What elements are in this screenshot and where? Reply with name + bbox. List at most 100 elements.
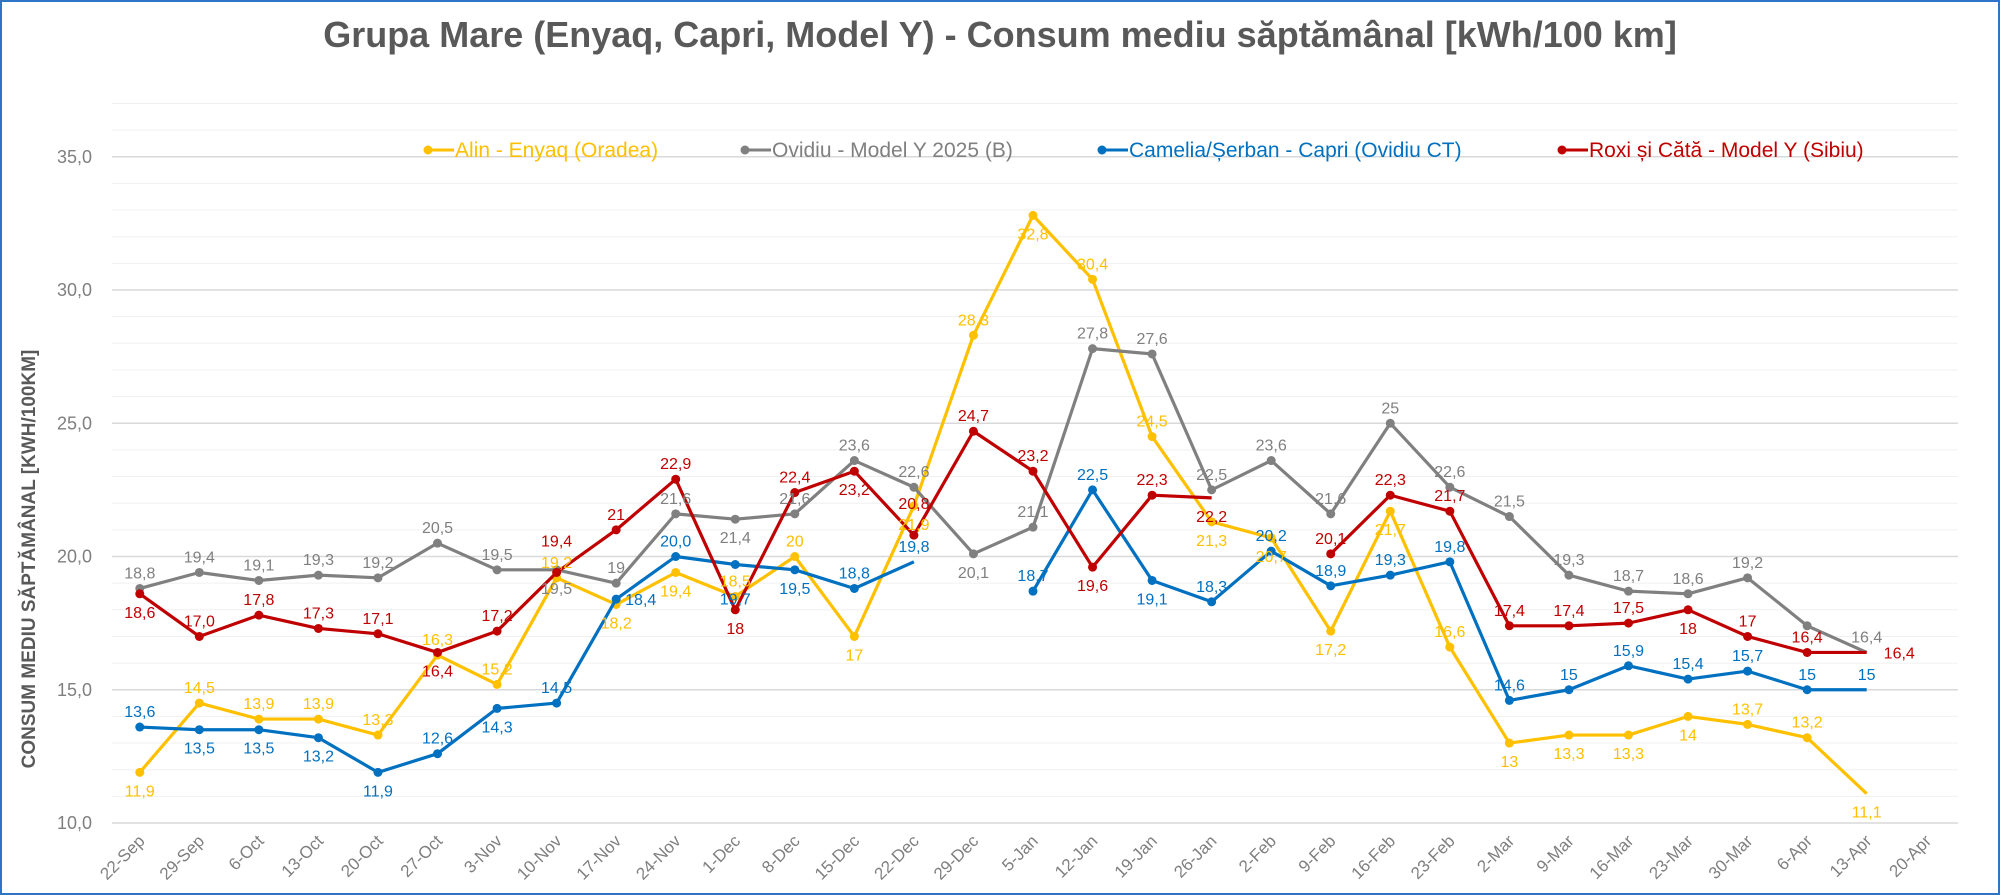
legend-marker-icon xyxy=(740,145,750,155)
data-point-camelia xyxy=(254,725,264,735)
legend-marker-icon xyxy=(1557,145,1567,155)
data-label-camelia: 19,7 xyxy=(720,591,751,608)
data-point-ovidiu xyxy=(373,573,383,583)
data-label-camelia: 15 xyxy=(1798,667,1816,684)
data-label-camelia: 20,0 xyxy=(660,534,691,551)
data-label-alin: 24,5 xyxy=(1137,414,1168,431)
data-label-alin: 16,3 xyxy=(422,632,453,649)
data-point-camelia xyxy=(730,559,740,569)
data-point-roxi xyxy=(433,647,443,657)
x-tick-label: 6-Apr xyxy=(1773,831,1816,874)
x-tick-label: 9-Feb xyxy=(1295,831,1340,876)
data-label-roxi: 17,1 xyxy=(362,611,393,628)
data-point-roxi xyxy=(790,488,800,498)
x-tick-label: 23-Mar xyxy=(1645,831,1697,883)
x-tick-label: 13-Oct xyxy=(278,831,328,881)
data-label-roxi: 19,4 xyxy=(541,533,572,550)
data-label-alin: 13,2 xyxy=(1792,715,1823,732)
data-label-ovidiu: 18,8 xyxy=(124,565,155,582)
data-point-camelia xyxy=(671,552,681,561)
data-point-ovidiu xyxy=(194,567,204,577)
data-label-alin: 18,2 xyxy=(601,615,632,632)
data-label-alin: 32,8 xyxy=(1017,226,1048,243)
data-point-roxi xyxy=(1445,506,1455,516)
data-point-camelia xyxy=(1028,586,1038,596)
x-tick-label: 19-Jan xyxy=(1111,831,1161,881)
legend-item-alin[interactable]: Alin - Enyaq (Oradea) xyxy=(423,139,659,162)
data-label-camelia: 14,6 xyxy=(1494,677,1525,694)
data-label-alin: 13,9 xyxy=(243,696,274,713)
data-label-roxi: 21,7 xyxy=(1434,488,1465,505)
data-label-alin: 18,5 xyxy=(720,573,751,590)
data-point-camelia xyxy=(1683,674,1693,684)
legend-item-ovidiu[interactable]: Ovidiu - Model Y 2025 (B) xyxy=(740,139,1013,162)
data-point-ovidiu xyxy=(313,570,323,580)
data-point-ovidiu xyxy=(790,509,800,519)
data-label-camelia: 19,8 xyxy=(898,539,929,556)
data-point-alin xyxy=(730,591,740,601)
data-label-roxi: 17,5 xyxy=(1613,600,1644,617)
data-label-ovidiu: 22,5 xyxy=(1196,467,1227,484)
data-label-ovidiu: 19,4 xyxy=(184,549,215,566)
legend-item-roxi[interactable]: Roxi și Cătă - Model Y (Sibiu) xyxy=(1557,139,1864,162)
data-label-ovidiu: 21,6 xyxy=(660,491,691,508)
data-label-ovidiu: 19,3 xyxy=(303,552,334,569)
data-label-ovidiu: 21,6 xyxy=(779,491,810,508)
data-point-ovidiu xyxy=(849,456,859,466)
data-label-roxi: 20,8 xyxy=(898,496,929,513)
data-point-camelia xyxy=(1623,661,1633,671)
chart-title: Grupa Mare (Enyaq, Capri, Model Y) - Con… xyxy=(323,14,1677,55)
x-tick-label: 2-Mar xyxy=(1473,831,1518,876)
x-tick-label: 29-Dec xyxy=(930,831,983,884)
data-point-roxi xyxy=(135,589,145,599)
y-tick-label: 10,0 xyxy=(57,813,92,833)
data-label-roxi: 17,4 xyxy=(1553,603,1584,620)
data-point-camelia xyxy=(1504,695,1514,705)
data-point-camelia xyxy=(790,565,800,575)
data-point-ovidiu xyxy=(1743,573,1753,583)
y-tick-label: 35,0 xyxy=(57,147,92,167)
data-point-camelia xyxy=(1564,685,1574,695)
x-tick-label: 9-Mar xyxy=(1533,831,1578,876)
data-label-roxi: 17,4 xyxy=(1494,603,1525,620)
data-point-alin xyxy=(1266,533,1276,543)
data-label-camelia: 15 xyxy=(1560,667,1578,684)
data-point-camelia xyxy=(135,722,145,732)
data-label-camelia: 19,5 xyxy=(779,581,810,598)
x-tick-label: 3-Nov xyxy=(460,831,506,877)
data-label-camelia: 18,4 xyxy=(625,592,656,609)
data-point-camelia xyxy=(373,767,383,777)
x-tick-label: 12-Jan xyxy=(1051,831,1101,881)
data-label-camelia: 14,3 xyxy=(481,719,512,736)
data-point-alin xyxy=(1326,626,1336,636)
data-point-roxi xyxy=(1326,549,1336,559)
data-point-alin xyxy=(1564,730,1574,740)
data-point-roxi xyxy=(1743,631,1753,641)
data-point-ovidiu xyxy=(1326,509,1336,519)
data-point-ovidiu xyxy=(1802,621,1812,631)
data-point-camelia xyxy=(433,749,443,759)
data-label-camelia: 19,8 xyxy=(1434,539,1465,556)
data-label-alin: 13,3 xyxy=(1613,746,1644,763)
data-point-roxi xyxy=(492,626,502,636)
x-tick-label: 16-Mar xyxy=(1586,831,1638,883)
data-label-ovidiu: 19,2 xyxy=(362,555,393,572)
data-label-ovidiu: 27,8 xyxy=(1077,326,1108,343)
data-point-ovidiu xyxy=(1147,349,1157,359)
data-label-ovidiu: 18,7 xyxy=(1613,568,1644,585)
legend-item-camelia[interactable]: Camelia/Șerban - Capri (Ovidiu CT) xyxy=(1097,139,1462,162)
data-label-alin: 11,1 xyxy=(1852,805,1882,822)
data-label-camelia: 18,3 xyxy=(1196,579,1227,596)
data-label-ovidiu: 21,5 xyxy=(1494,494,1525,511)
data-point-roxi xyxy=(552,567,562,577)
data-point-alin xyxy=(1207,517,1217,527)
data-label-alin: 19,2 xyxy=(541,555,572,572)
data-label-roxi: 17 xyxy=(1739,613,1757,630)
data-point-roxi xyxy=(1683,605,1693,615)
data-label-alin: 21,9 xyxy=(898,517,929,534)
x-tick-label: 17-Nov xyxy=(573,831,626,884)
data-label-roxi: 19,6 xyxy=(1077,578,1108,595)
data-label-ovidiu: 23,6 xyxy=(839,438,870,455)
y-tick-label: 30,0 xyxy=(57,280,92,300)
data-point-ovidiu xyxy=(968,549,978,559)
